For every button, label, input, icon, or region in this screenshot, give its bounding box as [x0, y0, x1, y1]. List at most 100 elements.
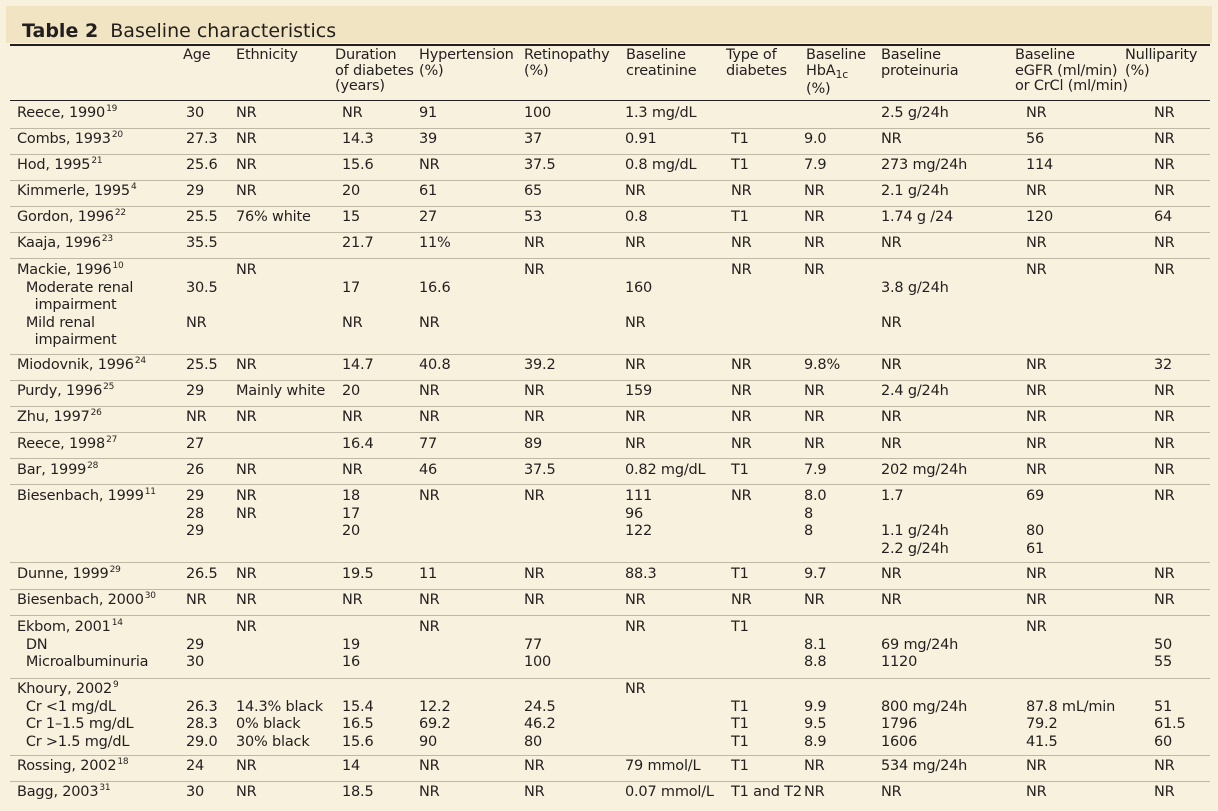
cell-proteinuria: 1.74 g /24: [881, 209, 953, 227]
cell-proteinuria: NR: [881, 784, 902, 802]
cell-egfr: 87.8 mL/min: [1026, 699, 1115, 717]
study-subgroup: impairment: [17, 332, 117, 350]
study-name: Khoury, 20029: [17, 681, 119, 699]
cell-age: 30: [186, 784, 204, 802]
cell-text: 69 mg/24h: [881, 636, 959, 653]
cell-text: NR: [731, 262, 752, 278]
cell-text: 69.2: [419, 716, 451, 732]
cell-text: NR: [524, 383, 545, 399]
cell-duration: 18: [342, 488, 360, 506]
cell-text: NR: [236, 409, 257, 425]
cell-text: 120: [1026, 209, 1054, 225]
cell-age: 25.6: [186, 157, 218, 175]
cell-text: Bagg, 2003: [17, 784, 99, 800]
row-divider: [10, 354, 1210, 355]
cell-text: Biesenbach, 2000: [17, 592, 144, 608]
cell-age: 29.0: [186, 734, 218, 752]
cell-duration: 15.6: [342, 157, 374, 175]
cell-text: 32: [1154, 357, 1173, 373]
cell-text: 17: [342, 279, 361, 296]
cell-creatinine: NR: [625, 235, 646, 253]
row-divider: [10, 589, 1210, 590]
cell-hypertension: NR: [419, 784, 440, 802]
cell-hba1c: 9.0: [804, 131, 827, 149]
cell-text: 7.9: [804, 462, 827, 478]
cell-hypertension: NR: [419, 157, 440, 175]
cell-text: NR: [881, 314, 902, 331]
cell-text: NR: [236, 505, 257, 522]
cell-text: 90: [419, 733, 438, 750]
column-header-line: Age: [183, 47, 211, 63]
reference-number: 25: [103, 382, 115, 392]
cell-age: 26: [186, 462, 204, 480]
cell-text: 79 mmol/L: [625, 758, 701, 774]
cell-text: NR: [342, 409, 363, 425]
column-header-line: Type of: [726, 47, 777, 63]
cell-proteinuria: NR: [881, 357, 902, 375]
reference-number: 23: [101, 234, 113, 244]
cell-nulliparity: NR: [1154, 105, 1175, 123]
cell-text: 0% black: [236, 716, 301, 732]
cell-retinopathy: 89: [524, 436, 542, 454]
column-header-hba1c: Baseline HbA1c (%): [806, 47, 866, 98]
cell-text: Gordon, 1996: [17, 209, 114, 225]
cell-text: NR: [625, 314, 646, 331]
cell-text: NR: [419, 157, 440, 173]
cell-type: T1 and T2: [731, 784, 802, 802]
column-header-line: of diabetes: [335, 62, 414, 79]
cell-text: 12.2: [419, 698, 451, 715]
cell-text: NR: [236, 592, 257, 608]
column-header-line: Baseline: [881, 47, 941, 63]
cell-text: 0.82 mg/dL: [625, 462, 706, 478]
cell-text: NR: [236, 566, 257, 582]
cell-text: 202 mg/24h: [881, 462, 968, 478]
column-header-subscript: 1c: [835, 67, 849, 81]
row-divider: [10, 232, 1210, 233]
cell-hba1c: 7.9: [804, 157, 827, 175]
cell-creatinine: 159: [625, 383, 652, 401]
cell-text: 2.2 g/24h: [881, 540, 949, 557]
cell-text: NR: [1026, 462, 1047, 478]
cell-duration: 20: [342, 523, 360, 541]
cell-retinopathy: 77: [524, 637, 542, 655]
column-header-line: or CrCl (ml/min): [1015, 78, 1128, 94]
cell-text: 30: [186, 654, 205, 670]
cell-retinopathy: 46.2: [524, 716, 556, 734]
cell-hba1c: 9.9: [804, 699, 827, 717]
cell-retinopathy: 100: [524, 654, 551, 672]
cell-creatinine: 96: [625, 506, 643, 524]
cell-hypertension: 61: [419, 183, 437, 201]
study-name: Miodovnik, 199624: [17, 357, 146, 375]
cell-text: 30% black: [236, 733, 310, 750]
cell-text: NR: [625, 436, 646, 452]
cell-text: NR: [731, 183, 752, 199]
cell-text: 26: [186, 462, 205, 478]
cell-egfr: 114: [1026, 157, 1053, 175]
cell-text: 800 mg/24h: [881, 698, 968, 715]
cell-creatinine: 0.8 mg/dL: [625, 157, 697, 175]
cell-text: NR: [804, 784, 825, 800]
cell-ethnicity: NR: [236, 784, 257, 802]
cell-egfr: NR: [1026, 758, 1047, 776]
row-divider: [10, 562, 1210, 563]
cell-age: 35.5: [186, 235, 218, 253]
cell-text: NR: [804, 758, 825, 774]
cell-text: 7.9: [804, 157, 827, 173]
cell-ethnicity: 76% white: [236, 209, 311, 227]
cell-hba1c: 8.0: [804, 488, 827, 506]
cell-text: NR: [524, 262, 545, 278]
cell-text: 1.74 g /24: [881, 209, 954, 225]
column-header-duration: Duration of diabetes (years): [335, 47, 414, 95]
cell-type: T1: [731, 157, 749, 175]
study-name: Hod, 199521: [17, 157, 103, 175]
column-header-line: (%): [1125, 62, 1150, 79]
cell-text: 273 mg/24h: [881, 157, 968, 173]
cell-age: 26.3: [186, 699, 218, 717]
cell-retinopathy: 24.5: [524, 699, 556, 717]
reference-number: 22: [114, 208, 126, 218]
column-header-egfr: Baseline eGFR (ml/min) or CrCl (ml/min): [1015, 47, 1128, 95]
cell-text: 27.3: [186, 131, 218, 147]
column-header-age: Age: [183, 47, 211, 64]
cell-ethnicity: NR: [236, 105, 257, 123]
cell-text: 0.07 mmol/L: [625, 784, 714, 800]
